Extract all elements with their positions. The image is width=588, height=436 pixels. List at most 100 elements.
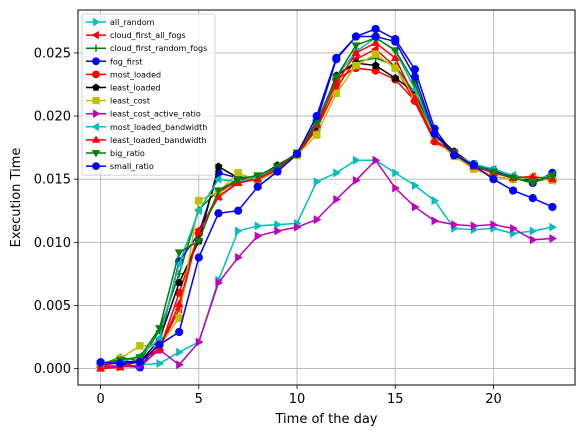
legend-box xyxy=(81,13,216,176)
data-point xyxy=(351,32,361,41)
data-point xyxy=(234,169,242,177)
legend-item: cloud_first_random_fogs xyxy=(86,44,207,53)
series-layer xyxy=(96,24,557,372)
data-point xyxy=(154,333,163,343)
legend-marker xyxy=(93,17,101,27)
y-axis-title: Execution Time xyxy=(9,148,24,248)
data-point xyxy=(528,179,538,188)
legend-marker xyxy=(91,150,101,158)
data-point xyxy=(214,162,223,170)
data-point xyxy=(176,347,184,357)
data-point xyxy=(213,174,222,184)
y-tick-label: 0.000 xyxy=(34,362,71,377)
x-tick-label: 20 xyxy=(485,392,502,407)
legend-label: cloud_first_all_fogs xyxy=(110,31,186,40)
legend-item: small_ratio xyxy=(86,162,154,171)
data-point xyxy=(312,131,321,139)
data-point xyxy=(549,234,557,244)
data-point xyxy=(254,231,263,241)
data-point xyxy=(332,89,341,98)
legend-item: most_loaded_bandwidth xyxy=(86,122,207,132)
legend-item: least_cost xyxy=(86,97,150,106)
data-point xyxy=(490,220,499,230)
data-point xyxy=(391,73,400,82)
data-point xyxy=(254,221,263,231)
legend-item: most_loaded xyxy=(86,70,161,79)
data-point xyxy=(510,223,518,233)
legend-marker xyxy=(92,97,100,105)
data-point xyxy=(390,53,400,61)
legend-label: most_loaded_bandwidth xyxy=(110,123,207,132)
x-tick-label: 5 xyxy=(195,392,203,407)
data-point xyxy=(470,221,479,231)
data-point xyxy=(333,168,341,178)
data-point xyxy=(194,253,203,262)
data-point xyxy=(174,299,184,308)
data-point xyxy=(392,183,400,193)
legend-marker xyxy=(93,109,101,118)
data-point xyxy=(469,161,478,170)
data-point xyxy=(391,64,399,72)
data-point xyxy=(371,50,380,58)
data-point xyxy=(548,202,557,212)
legend-label: least_cost_active_ratio xyxy=(110,110,201,119)
data-point xyxy=(489,175,498,184)
data-point xyxy=(371,24,380,34)
data-point xyxy=(253,172,263,180)
legend-item: least_loaded xyxy=(86,83,160,93)
data-point xyxy=(213,187,223,196)
series-least-cost-active-ratio xyxy=(97,155,557,371)
data-point xyxy=(195,196,203,205)
legend-label: least_loaded_bandwidth xyxy=(110,136,207,145)
data-point xyxy=(174,259,183,269)
data-point xyxy=(313,215,322,225)
legend-label: small_ratio xyxy=(110,162,154,171)
legend-item: cloud_first_all_fogs xyxy=(86,30,186,40)
data-point xyxy=(233,176,243,184)
legend-marker xyxy=(92,83,100,91)
data-point xyxy=(313,177,322,187)
data-point xyxy=(410,93,420,102)
y-tick-label: 0.010 xyxy=(34,236,71,251)
data-point xyxy=(451,220,459,230)
data-point xyxy=(331,73,341,82)
data-point xyxy=(411,181,420,190)
data-point xyxy=(215,278,224,288)
x-axis-title: Time of the day xyxy=(275,412,378,427)
data-point xyxy=(391,37,400,46)
data-point xyxy=(176,360,184,370)
data-point xyxy=(351,48,361,56)
legend-label: least_cost xyxy=(110,97,150,106)
data-point xyxy=(312,111,321,121)
legend-marker xyxy=(92,57,100,66)
data-point xyxy=(411,202,420,212)
legend-item: least_loaded_bandwidth xyxy=(86,135,207,145)
data-point xyxy=(155,325,164,333)
series-small-ratio xyxy=(96,32,557,368)
legend-item: fog_first xyxy=(86,57,142,66)
data-point xyxy=(352,61,360,70)
data-point xyxy=(547,172,557,180)
data-point xyxy=(549,222,557,232)
data-point xyxy=(294,222,302,232)
y-tick-label: 0.020 xyxy=(34,110,71,125)
data-point xyxy=(529,226,538,236)
legend-label: all_random xyxy=(110,18,155,27)
data-point xyxy=(155,340,164,349)
data-point xyxy=(234,206,243,215)
legend-item: big_ratio xyxy=(86,149,145,158)
data-point xyxy=(96,358,105,367)
plot-frame xyxy=(77,9,576,386)
legend-item: least_cost_active_ratio xyxy=(86,109,201,119)
data-point xyxy=(272,163,282,172)
data-point xyxy=(194,206,202,216)
data-point xyxy=(175,278,184,287)
data-point xyxy=(352,175,361,185)
data-point xyxy=(292,149,302,159)
legend-item: all_random xyxy=(86,17,155,27)
legend-label: least_loaded xyxy=(110,84,160,93)
legend-marker xyxy=(91,135,101,143)
legend-label: big_ratio xyxy=(110,149,145,158)
legend-label: fog_first xyxy=(110,57,142,66)
